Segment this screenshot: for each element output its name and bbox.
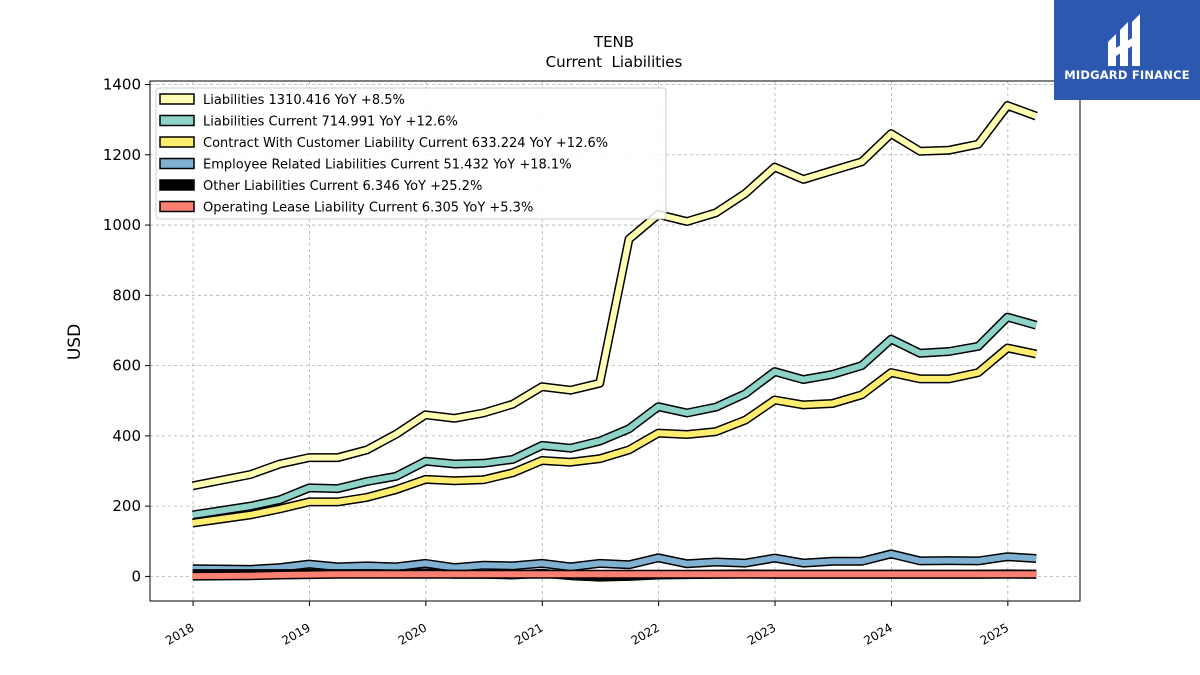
legend-label: Liabilities 1310.416 YoY +8.5% — [203, 93, 405, 108]
legend-label: Employee Related Liabilities Current 51.… — [203, 158, 572, 173]
legend: Liabilities 1310.416 YoY +8.5% Liabilitie… — [155, 87, 667, 220]
series-line — [192, 102, 1038, 489]
y-tick-label: 200 — [112, 497, 141, 515]
legend-swatch — [159, 93, 195, 105]
legend-swatch — [159, 157, 195, 170]
brand-logo: MIDGARD FINANCE — [1054, 0, 1200, 100]
y-tick-label: 600 — [112, 357, 141, 375]
series-line — [192, 571, 1037, 580]
x-tick-label: 2019 — [279, 620, 312, 647]
series-employee-related-liabilities-current — [192, 549, 1037, 574]
x-tick-label: 2022 — [629, 620, 662, 647]
legend-swatch — [159, 200, 195, 213]
x-tick-label: 2021 — [512, 620, 545, 647]
x-axis: 2018 2019 2020 2021 2022 2023 2024 2025 — [163, 601, 1011, 648]
y-tick-label: 1400 — [103, 76, 141, 94]
series-liabilities — [191, 101, 1038, 491]
y-tick-label: 800 — [112, 286, 141, 304]
y-axis-label: USD — [65, 324, 85, 360]
legend-label: Liabilities Current 714.991 YoY +12.6% — [203, 115, 458, 130]
legend-label: Contract With Customer Liability Current… — [203, 136, 608, 151]
x-tick-label: 2025 — [978, 620, 1011, 647]
y-tick-label: 1000 — [103, 216, 141, 234]
plot-frame — [149, 80, 1081, 602]
series-lines — [191, 101, 1038, 582]
legend-swatch — [159, 179, 195, 191]
legend-swatch — [159, 114, 195, 127]
chart-title: TENB — [593, 33, 634, 51]
legend-box — [155, 87, 667, 220]
brand-name: MIDGARD FINANCE — [1064, 68, 1190, 82]
series-operating-lease-liability-current — [192, 569, 1037, 581]
series-liabilities-current — [192, 312, 1038, 520]
series-line — [192, 345, 1037, 526]
x-tick-label: 2020 — [396, 620, 429, 647]
y-tick-label: 400 — [112, 427, 141, 445]
legend-label: Operating Lease Liability Current 6.305 … — [203, 201, 533, 216]
series-contract-with-customer-liability-current — [192, 343, 1038, 528]
legend-label: Other Liabilities Current 6.346 YoY +25.… — [203, 179, 482, 194]
chart-subtitle: Current Liabilities — [546, 53, 683, 71]
series-line — [192, 550, 1037, 573]
legend-swatch — [159, 136, 195, 148]
y-tick-label: 1200 — [103, 146, 141, 164]
y-axis: 0 200 400 600 800 1000 1200 1400 — [103, 76, 150, 585]
x-tick-label: 2018 — [163, 620, 196, 647]
series-line — [192, 314, 1038, 518]
x-tick-label: 2023 — [745, 620, 778, 647]
x-tick-label: 2024 — [861, 620, 894, 647]
y-tick-label: 0 — [131, 567, 141, 585]
midgard-logo-icon — [1108, 14, 1140, 66]
